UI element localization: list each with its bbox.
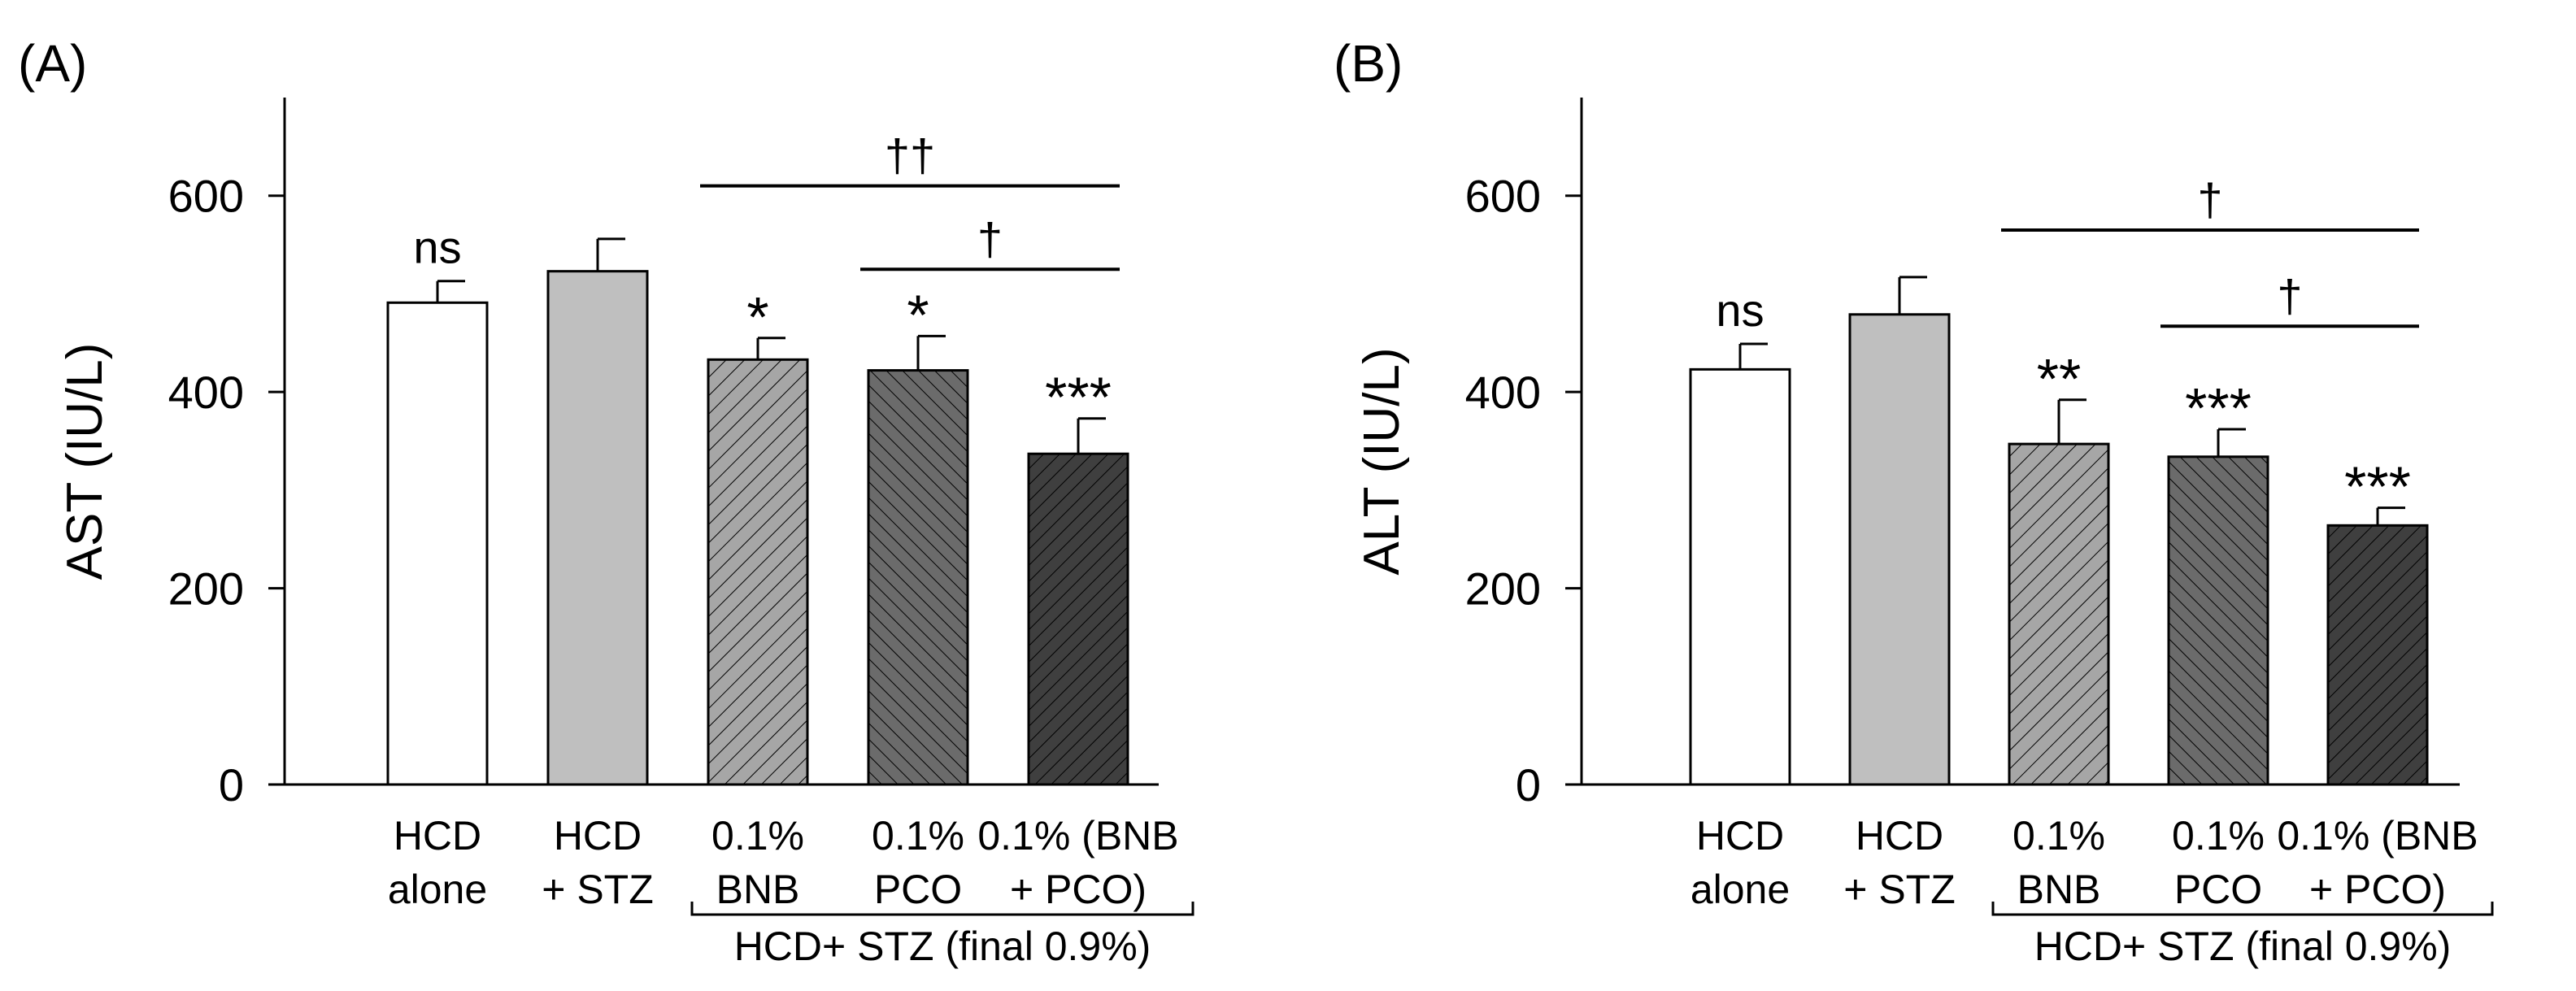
bar (1027, 452, 1129, 786)
category-label: + STZ (1843, 867, 1956, 912)
category-label: HCD (394, 813, 481, 858)
category-label: + PCO) (1010, 867, 1147, 912)
category-label: 0.1% (2012, 813, 2105, 858)
y-tick-label: 0 (1516, 759, 1541, 811)
category-label: PCO (2174, 867, 2262, 912)
significance-label: *** (2185, 376, 2252, 440)
bar (386, 301, 489, 786)
y-tick-label: 400 (168, 367, 244, 418)
y-tick-label: 200 (1465, 563, 1541, 615)
category-label: 0.1% (872, 813, 964, 858)
category-label: 0.1% (2172, 813, 2265, 858)
y-tick-label: 600 (168, 171, 244, 222)
group-bracket (690, 902, 1194, 916)
significance-label: ns (413, 222, 461, 273)
bar (546, 270, 649, 786)
category-label: alone (388, 867, 487, 912)
category-label: alone (1690, 867, 1790, 912)
panel-label: (A) (18, 34, 87, 93)
group-bracket (1991, 902, 2494, 916)
significance-label: ** (2037, 347, 2081, 411)
significance-label: * (746, 285, 768, 349)
panel-label: (B) (1334, 34, 1403, 93)
significance-label: ns (1716, 285, 1764, 336)
bar (867, 369, 969, 786)
category-label: + STZ (542, 867, 654, 912)
comparison-symbol: † (977, 213, 1003, 264)
group-label: HCD+ STZ (final 0.9%) (734, 924, 1151, 969)
y-tick-label: 200 (168, 563, 244, 615)
category-label: BNB (716, 867, 800, 912)
category-label: HCD (1856, 813, 1943, 858)
category-label: 0.1% (BNB (977, 813, 1178, 858)
category-label: BNB (2017, 867, 2101, 912)
category-label: HCD (1696, 813, 1784, 858)
bar (1848, 313, 1951, 786)
y-tick-label: 400 (1465, 367, 1541, 418)
group-label: HCD+ STZ (final 0.9%) (2034, 924, 2452, 969)
category-label: 0.1% (BNB (2277, 813, 2478, 858)
comparison-symbol: † (2277, 270, 2302, 321)
y-tick-label: 0 (219, 759, 244, 811)
category-label: PCO (874, 867, 962, 912)
significance-label: *** (2344, 455, 2411, 519)
bar (2326, 524, 2429, 786)
category-label: HCD (554, 813, 642, 858)
bar (2008, 442, 2110, 786)
comparison-symbol: †† (885, 130, 935, 181)
bar (707, 358, 809, 786)
significance-label: * (907, 283, 929, 346)
category-label: 0.1% (711, 813, 804, 858)
y-tick-label: 600 (1465, 171, 1541, 222)
bar (1689, 367, 1791, 786)
comparison-symbol: † (2197, 174, 2222, 225)
y-axis-label: AST (IU/L) (57, 343, 113, 580)
significance-label: *** (1045, 366, 1112, 429)
y-axis-label: ALT (IU/L) (1354, 347, 1410, 575)
bar (2167, 455, 2269, 786)
category-label: + PCO) (2309, 867, 2446, 912)
